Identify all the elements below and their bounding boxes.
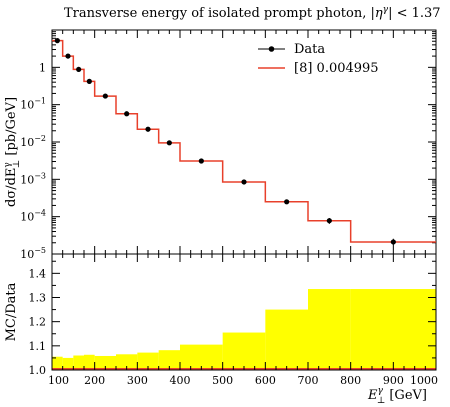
x-tick-label: 700 xyxy=(298,374,319,387)
main-ticks xyxy=(51,30,437,255)
data-point xyxy=(241,179,247,185)
x-tick-label: 300 xyxy=(127,374,148,387)
ratio-band-bin xyxy=(158,350,180,370)
data-point xyxy=(86,78,92,84)
data-point xyxy=(54,38,60,44)
ratio-band-bin xyxy=(52,356,63,370)
ratio-band-bin xyxy=(222,332,266,370)
main-plot: 10−5 10−4 10−3 10−2 10−1 1 xyxy=(20,29,437,261)
main-y-axis-label: dσ/dEγ⊥ [pb/GeV] xyxy=(3,97,22,207)
ratio-band-bin xyxy=(137,352,159,370)
data-point xyxy=(102,93,108,99)
x-tick-label: 500 xyxy=(212,374,233,387)
ratio-band-bin xyxy=(62,357,74,370)
ratio-band-bin xyxy=(180,344,223,370)
ratio-band-bin xyxy=(350,289,436,370)
y-tick-label: 1 xyxy=(39,61,46,74)
data-point xyxy=(284,199,290,205)
x-tick-label: 600 xyxy=(255,374,276,387)
legend-mc-label: [8] 0.004995 xyxy=(294,61,379,76)
ratio-y-tick-label: 1.1 xyxy=(29,340,47,353)
ratio-y-tick-label: 1.2 xyxy=(29,316,47,329)
y-tick-label: 10−5 xyxy=(20,246,46,261)
x-tick-label: 900 xyxy=(383,374,404,387)
x-axis-label: Eγ ⊥ [GeV] xyxy=(367,386,427,406)
ratio-band-bin xyxy=(84,354,95,370)
x-tick-label: 800 xyxy=(340,374,361,387)
data-point xyxy=(166,140,172,146)
ratio-band-bin xyxy=(308,289,351,370)
ratio-uncertainty-band xyxy=(52,289,436,370)
x-tick-label: 100 xyxy=(48,374,69,387)
data-point xyxy=(145,126,151,132)
ratio-y-tick-labels: 1.0 1.1 1.2 1.3 1.4 xyxy=(29,267,47,377)
ratio-band-bin xyxy=(94,355,116,370)
data-point xyxy=(65,53,71,59)
ratio-band-bin xyxy=(73,355,84,370)
data-points xyxy=(54,38,396,246)
main-y-tick-labels: 10−5 10−4 10−3 10−2 10−1 1 xyxy=(20,61,46,261)
data-point xyxy=(124,111,130,117)
data-point xyxy=(390,239,396,245)
x-tick-label: 200 xyxy=(84,374,105,387)
ratio-y-axis-label: MC/Data xyxy=(4,282,19,341)
x-tick-label: 1000 xyxy=(410,374,438,387)
y-tick-label: 10−1 xyxy=(20,97,46,112)
data-point xyxy=(76,66,82,73)
ratio-ticks xyxy=(51,254,437,371)
legend-data-marker xyxy=(268,46,275,52)
y-tick-label: 10−2 xyxy=(20,134,46,149)
data-point xyxy=(198,158,204,164)
x-tick-labels: 100 200 300 400 500 600 700 800 900 1000 xyxy=(48,374,438,387)
chart-title: Transverse energy of isolated prompt pho… xyxy=(64,5,441,21)
data-point xyxy=(326,218,332,224)
ratio-y-tick-label: 1.4 xyxy=(29,267,47,280)
ratio-plot: 1.0 1.1 1.2 1.3 1.4 100 200 300 400 500 600 700 800… xyxy=(29,253,438,387)
ratio-band-bin xyxy=(116,354,138,370)
legend: Data [8] 0.004995 xyxy=(258,42,379,76)
ratio-y-tick-label: 1.0 xyxy=(29,364,47,377)
ratio-y-tick-label: 1.3 xyxy=(29,292,47,305)
y-tick-label: 10−3 xyxy=(20,171,46,186)
x-tick-label: 400 xyxy=(170,374,191,387)
y-tick-label: 10−4 xyxy=(20,209,46,224)
legend-data-label: Data xyxy=(294,42,325,57)
ratio-band-bin xyxy=(265,309,308,370)
